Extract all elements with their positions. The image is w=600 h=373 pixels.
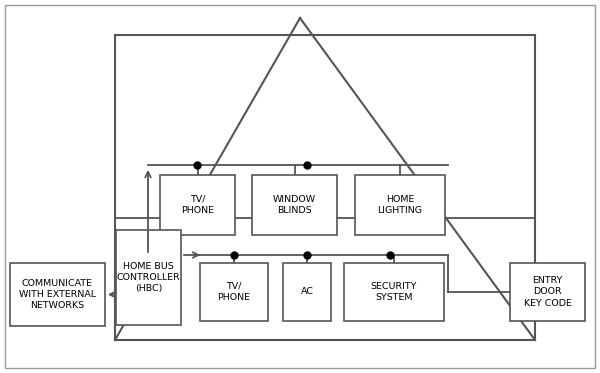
- Bar: [252, 175, 337, 235]
- Text: AC: AC: [301, 288, 314, 297]
- Bar: [344, 263, 444, 321]
- Bar: [510, 263, 585, 321]
- Bar: [283, 263, 331, 321]
- Text: WINDOW
BLINDS: WINDOW BLINDS: [273, 195, 316, 215]
- Bar: [10, 263, 105, 326]
- Text: ENTRY
DOOR
KEY CODE: ENTRY DOOR KEY CODE: [524, 276, 571, 308]
- Text: SECURITY
SYSTEM: SECURITY SYSTEM: [371, 282, 417, 302]
- Text: COMMUNICATE
WITH EXTERNAL
NETWORKS: COMMUNICATE WITH EXTERNAL NETWORKS: [19, 279, 96, 310]
- Text: HOME BUS
CONTROLLER
(HBC): HOME BUS CONTROLLER (HBC): [116, 262, 181, 293]
- Bar: [116, 230, 181, 325]
- Text: TV/
PHONE: TV/ PHONE: [218, 282, 251, 302]
- Bar: [200, 263, 268, 321]
- Bar: [115, 35, 535, 340]
- Text: HOME
LIGHTING: HOME LIGHTING: [377, 195, 422, 215]
- Bar: [355, 175, 445, 235]
- Text: TV/
PHONE: TV/ PHONE: [181, 195, 214, 215]
- Bar: [160, 175, 235, 235]
